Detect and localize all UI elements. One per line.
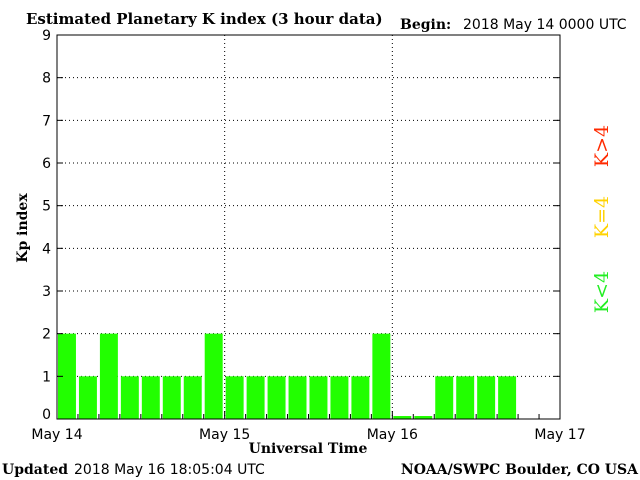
credit: NOAA/SWPC Boulder, CO USA	[401, 462, 639, 478]
x-axis-title: Universal Time	[249, 441, 368, 457]
kp-bar	[372, 333, 391, 419]
kp-bar	[414, 416, 433, 419]
kp-bar	[309, 376, 328, 419]
begin-label: Begin:	[400, 17, 451, 33]
plot-frame	[56, 34, 561, 420]
kp-bar	[78, 376, 97, 419]
kp-bar	[225, 376, 244, 419]
legend-high: K>4	[591, 125, 613, 167]
begin-value: 2018 May 14 0000 UTC	[463, 17, 627, 33]
kp-bar	[477, 376, 496, 419]
kp-bar	[498, 376, 517, 419]
y-tick-label: 9	[42, 28, 51, 44]
legend-low: K<4	[591, 271, 613, 313]
kp-bar	[204, 333, 223, 419]
y-ticks: 0 1 2 3 4 5 6 7 8 9	[42, 28, 560, 423]
kp-bar	[288, 376, 307, 419]
kp-bar	[99, 333, 118, 419]
kp-bar	[162, 376, 181, 419]
y-tick-label: 6	[42, 156, 51, 172]
kp-bar	[120, 376, 139, 419]
y-tick-label: 2	[42, 327, 51, 343]
x-ticks: May 14 May 15 May 16 May 17	[31, 411, 586, 443]
y-tick-label: 0	[42, 407, 51, 423]
kp-bar	[456, 376, 475, 419]
kp-bar	[141, 376, 160, 419]
x-tick-label: May 14	[31, 427, 82, 443]
x-tick-label: May 16	[367, 427, 418, 443]
kp-bar	[351, 376, 370, 419]
kp-bar	[393, 416, 412, 419]
kp-bar	[183, 376, 202, 419]
x-tick-label: May 17	[534, 427, 585, 443]
updated-label: Updated	[2, 462, 68, 478]
kp-bar	[267, 376, 286, 419]
y-tick-label: 8	[42, 71, 51, 87]
bars	[58, 333, 517, 419]
y-axis-title: Kp index	[15, 193, 31, 263]
kp-bar	[58, 333, 76, 419]
y-tick-label: 4	[42, 241, 51, 257]
grid	[57, 35, 560, 419]
chart-title: Estimated Planetary K index (3 hour data…	[26, 10, 383, 28]
y-tick-label: 7	[42, 113, 51, 129]
kp-bar	[330, 376, 349, 419]
x-tick-label: May 15	[199, 427, 250, 443]
kp-bar	[246, 376, 265, 419]
y-tick-label: 5	[42, 199, 51, 215]
updated-value: 2018 May 16 18:05:04 UTC	[74, 462, 265, 478]
legend-mid: K=4	[591, 196, 613, 238]
y-tick-label: 3	[42, 284, 51, 300]
kp-bar	[435, 376, 454, 419]
y-tick-label: 1	[42, 369, 51, 385]
